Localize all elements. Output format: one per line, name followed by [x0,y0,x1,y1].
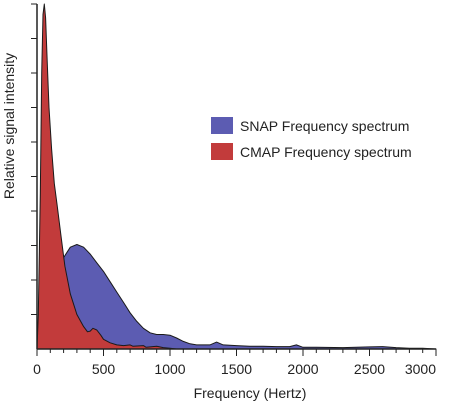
x-tick-label: 500 [92,361,116,377]
x-axis-label: Frequency (Hertz) [194,385,307,401]
legend: SNAP Frequency spectrum CMAP Frequency s… [211,117,412,160]
y-axis-ticks [31,3,37,315]
x-tick-label: 2000 [287,361,318,377]
legend-label-snap: SNAP Frequency spectrum [240,118,409,134]
legend-swatch-cmap [211,143,233,160]
x-axis-ticks: 0 500 1000 1500 2000 2500 3000 [33,349,437,377]
area-series-snap [36,244,437,350]
x-tick-label: 3000 [405,361,436,377]
x-tick-label: 0 [33,361,41,377]
legend-label-cmap: CMAP Frequency spectrum [240,144,412,160]
series-areas [36,3,437,350]
legend-swatch-snap [211,117,233,134]
axes: 0 500 1000 1500 2000 2500 3000 [31,3,437,377]
area-series-cmap [36,3,178,350]
x-tick-label: 1500 [221,361,252,377]
x-tick-label: 1000 [154,361,185,377]
x-tick-label: 2500 [354,361,385,377]
y-axis-label: Relative signal intensity [1,53,17,199]
